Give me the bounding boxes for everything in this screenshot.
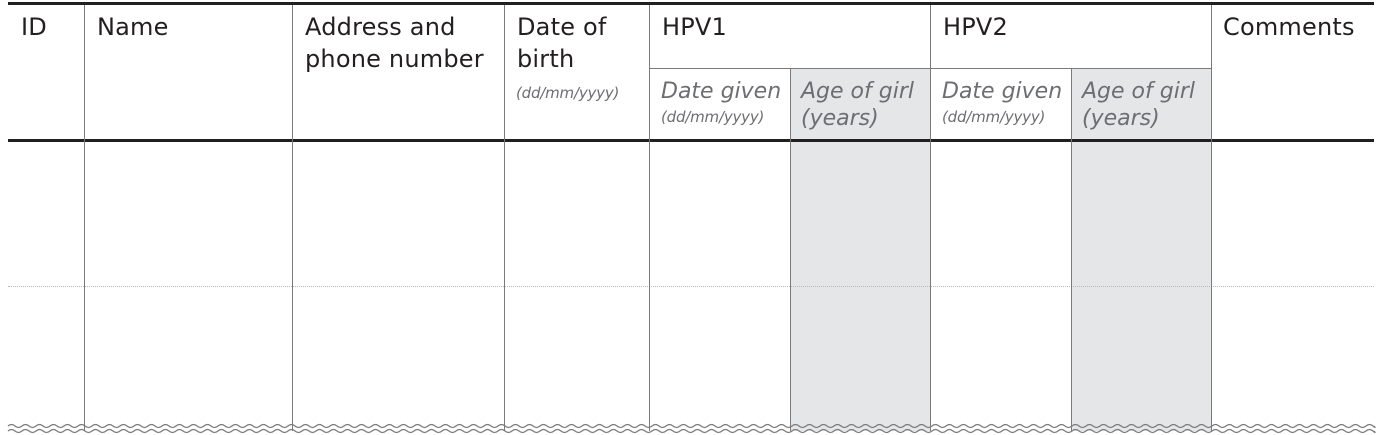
- address-column-header-line2: phone number: [305, 45, 484, 73]
- column-divider: [84, 5, 85, 431]
- hpv1-group-header: HPV1: [662, 13, 728, 41]
- column-divider: [790, 69, 791, 431]
- hpv2-subheader-rule: [930, 68, 1211, 69]
- dob-column-header-line1: Date of: [517, 13, 607, 41]
- dob-format-hint: (dd/mm/yyyy): [516, 84, 620, 102]
- hpv2-group-header: HPV2: [943, 13, 1009, 41]
- column-divider: [930, 69, 931, 431]
- row-divider: [8, 286, 1374, 287]
- hpv2-date-given-header: Date given: [942, 79, 1063, 104]
- id-column-header: ID: [21, 13, 47, 41]
- header-bottom-rule: [8, 139, 1374, 142]
- column-divider: [292, 5, 293, 431]
- hpv2-age-header-line2: (years): [1082, 106, 1160, 131]
- column-divider: [649, 5, 650, 431]
- table-row: [8, 142, 1374, 286]
- column-divider: [504, 5, 505, 431]
- hpv1-age-header-line2: (years): [801, 106, 879, 131]
- address-column-header-line1: Address and: [305, 13, 456, 41]
- comments-column-header: Comments: [1223, 13, 1355, 41]
- hpv2-age-header-line1: Age of girl: [1082, 79, 1195, 104]
- hpv1-subheader-rule: [649, 68, 930, 69]
- hpv1-date-format-hint: (dd/mm/yyyy): [661, 108, 765, 126]
- table-top-rule: [8, 2, 1374, 5]
- name-column-header: Name: [97, 13, 169, 41]
- torn-edge: [7, 423, 1376, 434]
- hpv1-age-column-shade: [790, 69, 930, 431]
- table-row: [8, 287, 1374, 421]
- dob-column-header-line2: birth: [517, 45, 575, 73]
- column-divider: [1211, 5, 1212, 431]
- hpv2-age-column-shade: [1071, 69, 1211, 431]
- hpv1-date-given-header: Date given: [661, 79, 782, 104]
- column-divider: [1071, 69, 1072, 431]
- hpv1-age-header-line1: Age of girl: [801, 79, 914, 104]
- hpv2-date-format-hint: (dd/mm/yyyy): [942, 108, 1046, 126]
